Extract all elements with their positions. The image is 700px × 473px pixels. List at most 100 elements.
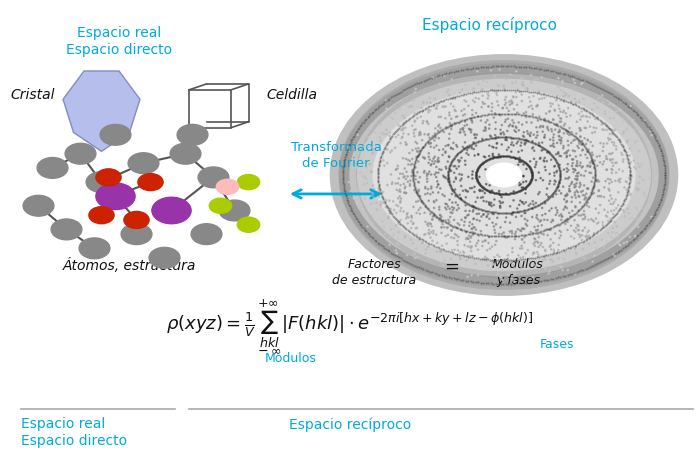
Point [564, 131, 575, 139]
Point [396, 221, 407, 228]
Point [575, 113, 587, 120]
Point [458, 197, 469, 205]
Point [624, 167, 636, 175]
Point [476, 183, 487, 190]
Point [659, 169, 671, 177]
Point [568, 210, 580, 218]
Point [430, 212, 442, 220]
Point [517, 157, 528, 165]
Point [573, 137, 584, 144]
Point [526, 71, 537, 79]
Point [423, 185, 434, 193]
Point [445, 69, 456, 76]
Point [448, 155, 459, 162]
Point [531, 227, 542, 234]
Point [440, 165, 452, 172]
Point [624, 176, 636, 184]
Point [475, 182, 486, 189]
Point [475, 161, 486, 168]
Point [560, 109, 571, 117]
Point [340, 152, 351, 159]
Point [514, 111, 525, 118]
Point [545, 218, 557, 226]
Point [485, 155, 496, 162]
Point [528, 147, 540, 155]
Point [412, 79, 423, 87]
Point [462, 200, 473, 208]
Point [458, 112, 469, 119]
Point [459, 218, 470, 226]
Point [475, 181, 486, 189]
Point [630, 108, 641, 116]
Point [587, 159, 598, 166]
Point [517, 75, 528, 82]
Point [618, 198, 629, 205]
Point [421, 139, 433, 146]
Point [444, 135, 455, 142]
Point [587, 185, 598, 193]
Point [457, 197, 468, 204]
Point [465, 253, 476, 261]
Point [440, 142, 452, 150]
Point [659, 173, 671, 181]
Point [554, 177, 565, 185]
Point [632, 216, 643, 223]
Point [470, 171, 482, 179]
Point [470, 173, 482, 181]
Point [555, 96, 566, 104]
Point [468, 203, 479, 210]
Point [409, 182, 420, 190]
Point [374, 188, 386, 195]
Point [407, 155, 418, 163]
Point [554, 126, 565, 133]
Point [572, 142, 583, 150]
Point [492, 209, 503, 216]
Point [510, 79, 522, 86]
Point [358, 118, 369, 125]
Point [570, 133, 582, 141]
Point [517, 135, 528, 143]
Point [512, 138, 524, 145]
Point [524, 132, 536, 140]
Point [393, 218, 405, 226]
Point [486, 232, 498, 240]
Point [526, 175, 537, 182]
Point [494, 66, 505, 73]
Point [581, 197, 592, 205]
Point [550, 150, 561, 158]
Point [409, 132, 420, 140]
Point [356, 168, 367, 176]
Point [537, 256, 548, 264]
Point [446, 158, 457, 166]
Point [380, 97, 391, 105]
Point [498, 190, 510, 198]
Point [538, 277, 549, 284]
Point [587, 160, 598, 167]
Point [514, 187, 525, 194]
Point [508, 189, 519, 196]
Point [517, 185, 528, 193]
Point [464, 141, 475, 149]
Point [408, 130, 419, 137]
Point [467, 220, 478, 228]
Point [556, 118, 567, 125]
Point [477, 211, 489, 219]
Point [444, 167, 456, 175]
Point [633, 111, 644, 119]
Point [526, 167, 537, 175]
Point [526, 173, 538, 180]
Point [575, 159, 586, 166]
Point [645, 148, 656, 156]
Point [421, 203, 432, 210]
Point [391, 222, 402, 229]
Point [587, 111, 598, 118]
Point [391, 249, 402, 257]
Point [417, 144, 428, 151]
Point [561, 113, 572, 121]
Point [500, 190, 512, 198]
Point [562, 271, 573, 279]
Point [483, 187, 494, 195]
Point [545, 193, 556, 200]
Point [594, 152, 606, 160]
Point [470, 169, 482, 177]
